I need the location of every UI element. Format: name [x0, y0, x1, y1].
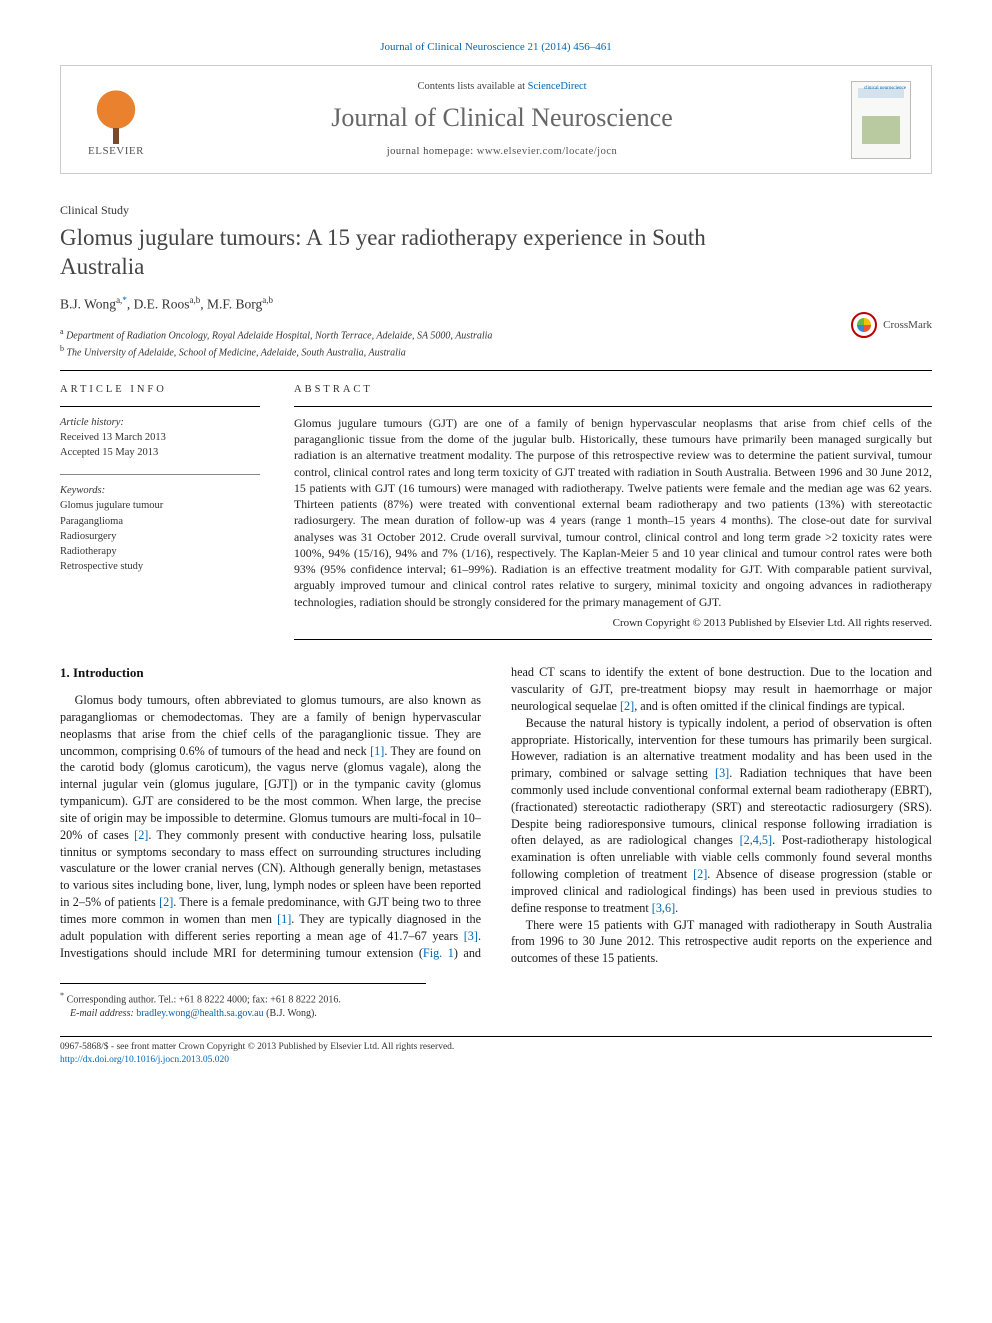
affiliations: a Department of Radiation Oncology, Roya… [60, 326, 932, 361]
crossmark-badge[interactable]: CrossMark [851, 312, 932, 338]
page-footer: 0967-5868/$ - see front matter Crown Cop… [60, 1036, 932, 1067]
author-2: , D.E. Roos [127, 296, 190, 311]
contents-available-line: Contents lists available at ScienceDirec… [173, 80, 831, 94]
article-body: 1. Introduction Glomus body tumours, oft… [60, 664, 932, 967]
journal-homepage-line: journal homepage: www.elsevier.com/locat… [173, 145, 831, 159]
keywords-label: Keywords: [60, 483, 260, 498]
abstract-heading: ABSTRACT [294, 383, 932, 397]
article-info-column: ARTICLE INFO Article history: Received 1… [60, 383, 260, 640]
body-paragraph: There were 15 patients with GJT managed … [511, 917, 932, 967]
info-rule-2 [60, 474, 260, 475]
accepted-date: Accepted 15 May 2013 [60, 445, 260, 460]
journal-header: ELSEVIER Contents lists available at Sci… [60, 65, 932, 174]
ref-link[interactable]: [3] [715, 766, 729, 780]
body-paragraph: Because the natural history is typically… [511, 715, 932, 917]
ref-link[interactable]: [1] [277, 912, 291, 926]
elsevier-tree-icon [89, 88, 143, 142]
author-1: B.J. Wong [60, 296, 116, 311]
author-2-affil: a,b [189, 295, 200, 305]
ref-link[interactable]: [3,6] [652, 901, 675, 915]
keyword: Radiotherapy [60, 544, 260, 559]
corresponding-author-footer: * Corresponding author. Tel.: +61 8 8222… [60, 983, 426, 1020]
author-list: B.J. Wonga,*, D.E. Roosa,b, M.F. Borga,b [60, 294, 932, 314]
cover-thumb-caption: clinical neuroscience [864, 86, 906, 93]
rule-top [60, 370, 932, 371]
article-info-heading: ARTICLE INFO [60, 383, 260, 397]
crossmark-icon [851, 312, 877, 338]
ref-link[interactable]: [1] [370, 744, 384, 758]
contents-prefix: Contents lists available at [417, 81, 527, 92]
affiliation-a: Department of Radiation Oncology, Royal … [66, 330, 492, 341]
article-type: Clinical Study [60, 202, 932, 218]
ref-link[interactable]: [2] [159, 895, 173, 909]
ref-link[interactable]: [2] [693, 867, 707, 881]
keywords-block: Keywords: Glomus jugulare tumour Paragan… [60, 483, 260, 574]
journal-reference-link[interactable]: Journal of Clinical Neuroscience 21 (201… [380, 41, 612, 53]
crossmark-label: CrossMark [883, 318, 932, 333]
journal-homepage-link[interactable]: www.elsevier.com/locate/jocn [477, 146, 617, 157]
elsevier-label: ELSEVIER [88, 144, 144, 159]
received-date: Received 13 March 2013 [60, 430, 260, 445]
journal-name: Journal of Clinical Neuroscience [173, 100, 831, 135]
sciencedirect-link[interactable]: ScienceDirect [528, 81, 587, 92]
keyword: Radiosurgery [60, 529, 260, 544]
keyword: Glomus jugulare tumour [60, 498, 260, 513]
info-rule [60, 406, 260, 407]
abstract-copyright: Crown Copyright © 2013 Published by Else… [294, 616, 932, 631]
ref-link[interactable]: [2] [620, 699, 634, 713]
history-label: Article history: [60, 415, 260, 430]
corresponding-line: Corresponding author. Tel.: +61 8 8222 4… [64, 994, 341, 1005]
keyword: Paraganglioma [60, 514, 260, 529]
elsevier-logo[interactable]: ELSEVIER [81, 81, 151, 159]
journal-cover-thumbnail[interactable]: clinical neuroscience [851, 81, 911, 159]
ref-link[interactable]: [2,4,5] [740, 833, 773, 847]
abstract-rule-bottom [294, 639, 932, 640]
email-label: E-mail address: [70, 1008, 136, 1019]
abstract-column: ABSTRACT Glomus jugulare tumours (GJT) a… [294, 383, 932, 640]
corresponding-email-link[interactable]: bradley.wong@health.sa.gov.au [136, 1008, 263, 1019]
ref-link[interactable]: [2] [134, 828, 148, 842]
homepage-prefix: journal homepage: [387, 146, 477, 157]
email-suffix: (B.J. Wong). [264, 1008, 317, 1019]
section-heading-introduction: 1. Introduction [60, 664, 481, 682]
abstract-rule [294, 406, 932, 407]
journal-reference-line: Journal of Clinical Neuroscience 21 (201… [60, 40, 932, 55]
article-history: Article history: Received 13 March 2013 … [60, 415, 260, 461]
doi-link[interactable]: http://dx.doi.org/10.1016/j.jocn.2013.05… [60, 1055, 229, 1065]
footer-copyright: 0967-5868/$ - see front matter Crown Cop… [60, 1041, 932, 1054]
author-3-affil: a,b [262, 295, 273, 305]
author-3: , M.F. Borg [200, 296, 262, 311]
keyword: Retrospective study [60, 559, 260, 574]
article-title: Glomus jugulare tumours: A 15 year radio… [60, 224, 740, 282]
affiliation-b: The University of Adelaide, School of Me… [67, 347, 406, 358]
figure-link[interactable]: Fig. 1 [423, 946, 454, 960]
ref-link[interactable]: [3] [464, 929, 478, 943]
abstract-text: Glomus jugulare tumours (GJT) are one of… [294, 415, 932, 610]
